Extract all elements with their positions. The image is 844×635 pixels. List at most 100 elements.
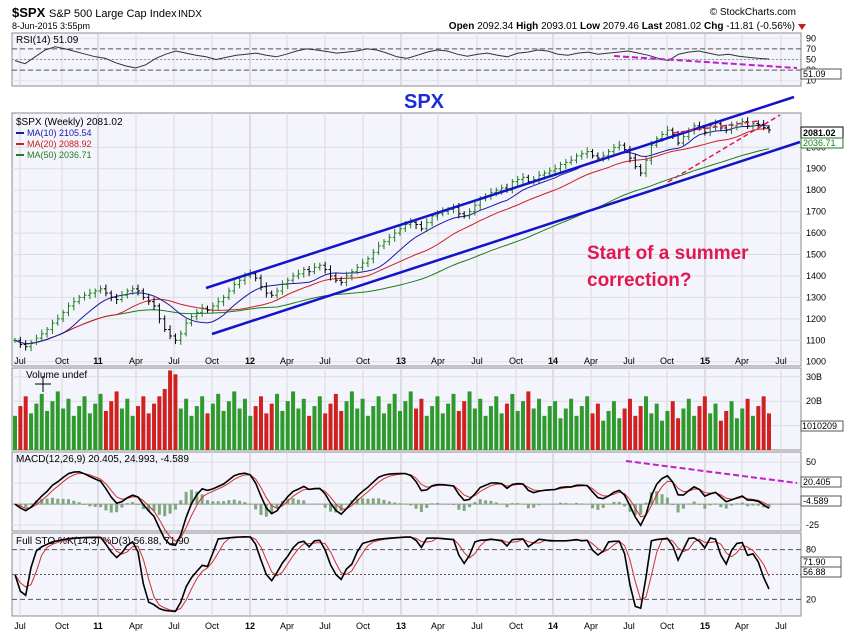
price-x-axis-label: Jul [319, 356, 331, 366]
macd-histogram-bar [441, 503, 445, 505]
macd-histogram-bar [665, 497, 669, 505]
macd-histogram-bar [542, 503, 546, 505]
price-y-tick-label: 1300 [806, 292, 826, 302]
volume-bar [419, 398, 424, 450]
volume-bar [291, 391, 296, 450]
volume-bar [601, 420, 606, 450]
volume-value-tag-text: 1010209 [802, 421, 837, 431]
ma20-name: MA(20) [27, 139, 57, 149]
volume-bar [478, 398, 483, 450]
stochastic-d-tag-text: 71.90 [803, 557, 826, 567]
macd-histogram-bar [714, 503, 718, 505]
volume-bar [724, 410, 729, 450]
rsi-legend: RSI(14) 51.09 [16, 35, 79, 46]
price-x-axis-label: Oct [205, 356, 220, 366]
volume-bar [660, 420, 665, 450]
macd-histogram-bar [50, 497, 54, 505]
macd-histogram-bar [99, 504, 103, 508]
volume-bar [333, 393, 338, 450]
macd-histogram-bar [676, 504, 680, 513]
macd-histogram-bar [558, 502, 562, 505]
macd-histogram-bar [478, 499, 482, 505]
ohlc-bar: Open 2092.34 High 2093.01 Low 2079.46 La… [449, 21, 795, 32]
wedge-upper-line [672, 120, 759, 134]
bottom-x-axis-label: Oct [509, 621, 524, 631]
macd-histogram-bar [644, 502, 648, 505]
volume-bar [194, 406, 199, 450]
low-value: 2079.46 [603, 21, 640, 32]
volume-bar [408, 391, 413, 450]
price-y-tick-label: 1800 [806, 185, 826, 195]
macd-histogram-bar [366, 498, 370, 505]
volume-bar [125, 398, 130, 450]
macd-histogram-bar [692, 501, 696, 505]
price-x-axis-label: 15 [700, 356, 710, 366]
volume-bar [355, 408, 360, 450]
macd-histogram-bar [345, 503, 349, 505]
macd-histogram-bar [136, 504, 140, 505]
volume-bar [515, 410, 520, 450]
macd-histogram-bar [457, 504, 461, 510]
bottom-x-axis-label: Jul [319, 621, 331, 631]
macd-histogram-bar [361, 498, 365, 505]
bottom-x-axis-label: Jul [623, 621, 635, 631]
macd-histogram-bar [318, 503, 322, 505]
price-y-tick-label: 1700 [806, 207, 826, 217]
volume-bar [237, 408, 242, 450]
ma10-legend: MA(10) 2105.54 [27, 128, 92, 138]
macd-histogram-bar [45, 498, 49, 505]
bottom-x-axis-label: Oct [660, 621, 675, 631]
volume-bar [178, 408, 183, 450]
price-x-axis-label: Jul [14, 356, 26, 366]
annotation-note-line-2: correction? [587, 270, 692, 291]
macd-histogram-bar [623, 504, 627, 507]
ma10-name: MA(10) [27, 128, 57, 138]
macd-histogram-bar [211, 501, 215, 505]
ma20-line [14, 128, 770, 345]
price-y-tick-label: 1100 [806, 335, 825, 345]
volume-bar [708, 413, 713, 450]
rsi-y-tick-label: 70 [806, 44, 816, 54]
volume-bar [467, 391, 472, 450]
volume-bar [285, 401, 290, 450]
volume-bar [531, 408, 536, 450]
macd-histogram-bar [591, 504, 595, 509]
ma50-last-tag-text: 2036.71 [803, 138, 836, 148]
volume-bar [627, 398, 632, 450]
ma50-line [14, 148, 770, 345]
macd-histogram-bar [216, 501, 220, 505]
macd-histogram-bar [468, 504, 472, 508]
volume-value-tag [800, 420, 844, 432]
macd-histogram-bar [206, 500, 210, 505]
macd-histogram-bar [628, 504, 632, 512]
volume-bar [114, 391, 119, 450]
volume-bar [430, 406, 435, 450]
volume-bar [328, 403, 333, 450]
macd-value-tag-text: 20.405 [803, 477, 831, 487]
volume-bar [617, 418, 622, 450]
volume-bar [323, 413, 328, 450]
volume-bar [686, 398, 691, 450]
macd-histogram-bar [115, 504, 119, 513]
macd-histogram-bar [767, 504, 771, 508]
macd-histogram-bar [275, 504, 279, 508]
volume-bar [34, 403, 39, 450]
volume-bar [558, 418, 563, 450]
volume-bar [93, 403, 98, 450]
volume-bar [157, 396, 162, 450]
volume-bar [200, 396, 205, 450]
volume-bar [414, 408, 419, 450]
volume-bar [349, 391, 354, 450]
price-legend: $SPX (Weekly) 2081.02 [16, 117, 123, 128]
volume-bar [435, 396, 440, 450]
macd-histogram-bar [580, 503, 584, 505]
macd-histogram-bar [521, 503, 525, 505]
volume-bar [275, 393, 280, 450]
macd-histogram-bar [398, 503, 402, 505]
price-x-axis-label: Apr [431, 356, 445, 366]
bottom-x-axis-label: 11 [93, 621, 103, 631]
volume-bar [242, 398, 247, 450]
volume-bar [82, 396, 87, 450]
volume-bar [387, 403, 392, 450]
